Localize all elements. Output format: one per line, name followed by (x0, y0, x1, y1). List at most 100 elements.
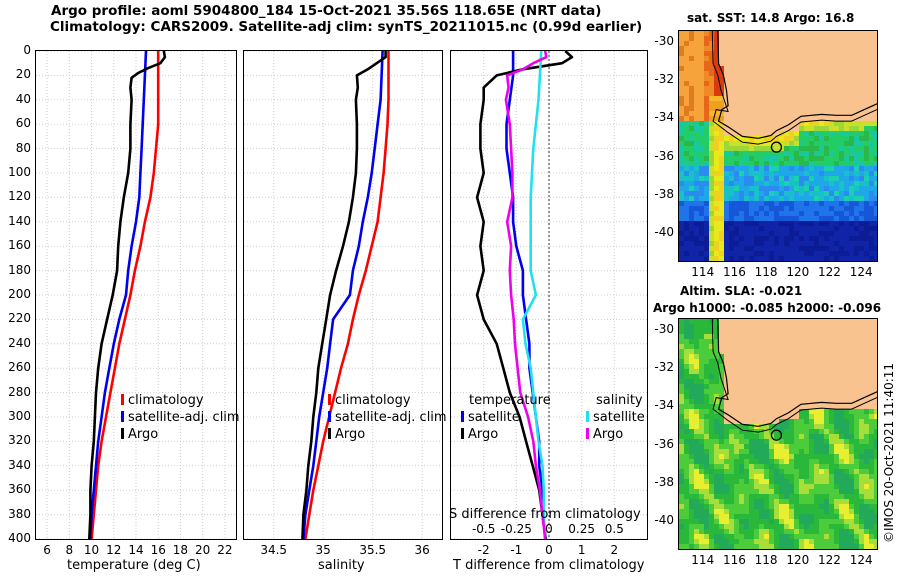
map-cell (739, 479, 744, 484)
map-cell (749, 524, 754, 529)
map-cell (839, 256, 844, 261)
legend-title-salinity: salinity (596, 393, 643, 408)
map-cell (869, 56, 874, 61)
map-cell (784, 221, 789, 226)
map-cell (754, 241, 759, 246)
map-cell (719, 324, 724, 329)
map-cell (809, 359, 814, 364)
map-cell (814, 186, 819, 191)
map-cell (774, 394, 779, 399)
map-cell (859, 146, 864, 151)
map-cell (804, 514, 809, 519)
map-cell (814, 101, 819, 106)
map-cell (729, 186, 734, 191)
map-cell (679, 46, 684, 51)
map-cell (744, 429, 749, 434)
map-cell (684, 256, 689, 261)
map-cell (769, 354, 774, 359)
map-cell (724, 399, 729, 404)
map-cell (754, 439, 759, 444)
map-cell (834, 389, 839, 394)
map-cell (874, 504, 877, 509)
map-cell (779, 231, 784, 236)
map-cell (854, 544, 859, 549)
map-cell (724, 474, 729, 479)
temperature-panel (35, 50, 237, 540)
map-cell (719, 524, 724, 529)
map-cell (874, 56, 877, 61)
map-cell (724, 444, 729, 449)
map-cell (774, 71, 779, 76)
map-cell (854, 379, 859, 384)
map-cell (774, 359, 779, 364)
map-cell (744, 359, 749, 364)
map-cell (844, 474, 849, 479)
map-lat-tick: -32 (654, 71, 674, 86)
map-cell (789, 544, 794, 549)
map-cell (744, 484, 749, 489)
map-cell (874, 509, 877, 514)
map-cell (799, 146, 804, 151)
map-cell (694, 96, 699, 101)
map-cell (799, 359, 804, 364)
map-cell (854, 171, 859, 176)
map-cell (729, 419, 734, 424)
map-cell (679, 181, 684, 186)
map-cell (809, 156, 814, 161)
map-cell (834, 241, 839, 246)
map-cell (724, 161, 729, 166)
map-cell (839, 201, 844, 206)
map-cell (759, 171, 764, 176)
map-cell (804, 206, 809, 211)
map-cell (769, 379, 774, 384)
map-cell (779, 96, 784, 101)
map-cell (689, 96, 694, 101)
map-cell (834, 156, 839, 161)
map-cell (874, 434, 877, 439)
map-cell (839, 196, 844, 201)
map-cell (794, 529, 799, 534)
map-cell (704, 81, 709, 86)
map-cell (719, 216, 724, 221)
map-cell (834, 354, 839, 359)
map-cell (874, 61, 877, 66)
map-cell (819, 479, 824, 484)
map-cell (844, 324, 849, 329)
map-cell (779, 186, 784, 191)
map-cell (819, 444, 824, 449)
map-cell (834, 126, 839, 131)
map-cell (679, 106, 684, 111)
map-cell (774, 251, 779, 256)
map-cell (739, 414, 744, 419)
x-tick-label-T: 0 (545, 543, 553, 557)
map-cell (819, 206, 824, 211)
map-cell (849, 251, 854, 256)
map-cell (704, 319, 709, 324)
map-cell (849, 364, 854, 369)
map-cell (714, 241, 719, 246)
map-cell (694, 334, 699, 339)
map-cell (684, 499, 689, 504)
map-cell (839, 324, 844, 329)
map-cell (799, 211, 804, 216)
map-cell (709, 191, 714, 196)
map-cell (819, 51, 824, 56)
map-cell (729, 339, 734, 344)
legend-item-climatology: climatology (328, 392, 447, 409)
map-cell (844, 56, 849, 61)
map-cell (869, 181, 874, 186)
map-cell (694, 236, 699, 241)
map-cell (679, 166, 684, 171)
map-cell (809, 141, 814, 146)
map-cell (834, 359, 839, 364)
map-cell (829, 101, 834, 106)
map-cell (739, 534, 744, 539)
map-cell (704, 369, 709, 374)
map-cell (779, 31, 784, 36)
map-cell (864, 354, 869, 359)
map-cell (694, 479, 699, 484)
map-cell (739, 444, 744, 449)
map-cell (789, 439, 794, 444)
map-cell (704, 374, 709, 379)
map-cell (754, 191, 759, 196)
